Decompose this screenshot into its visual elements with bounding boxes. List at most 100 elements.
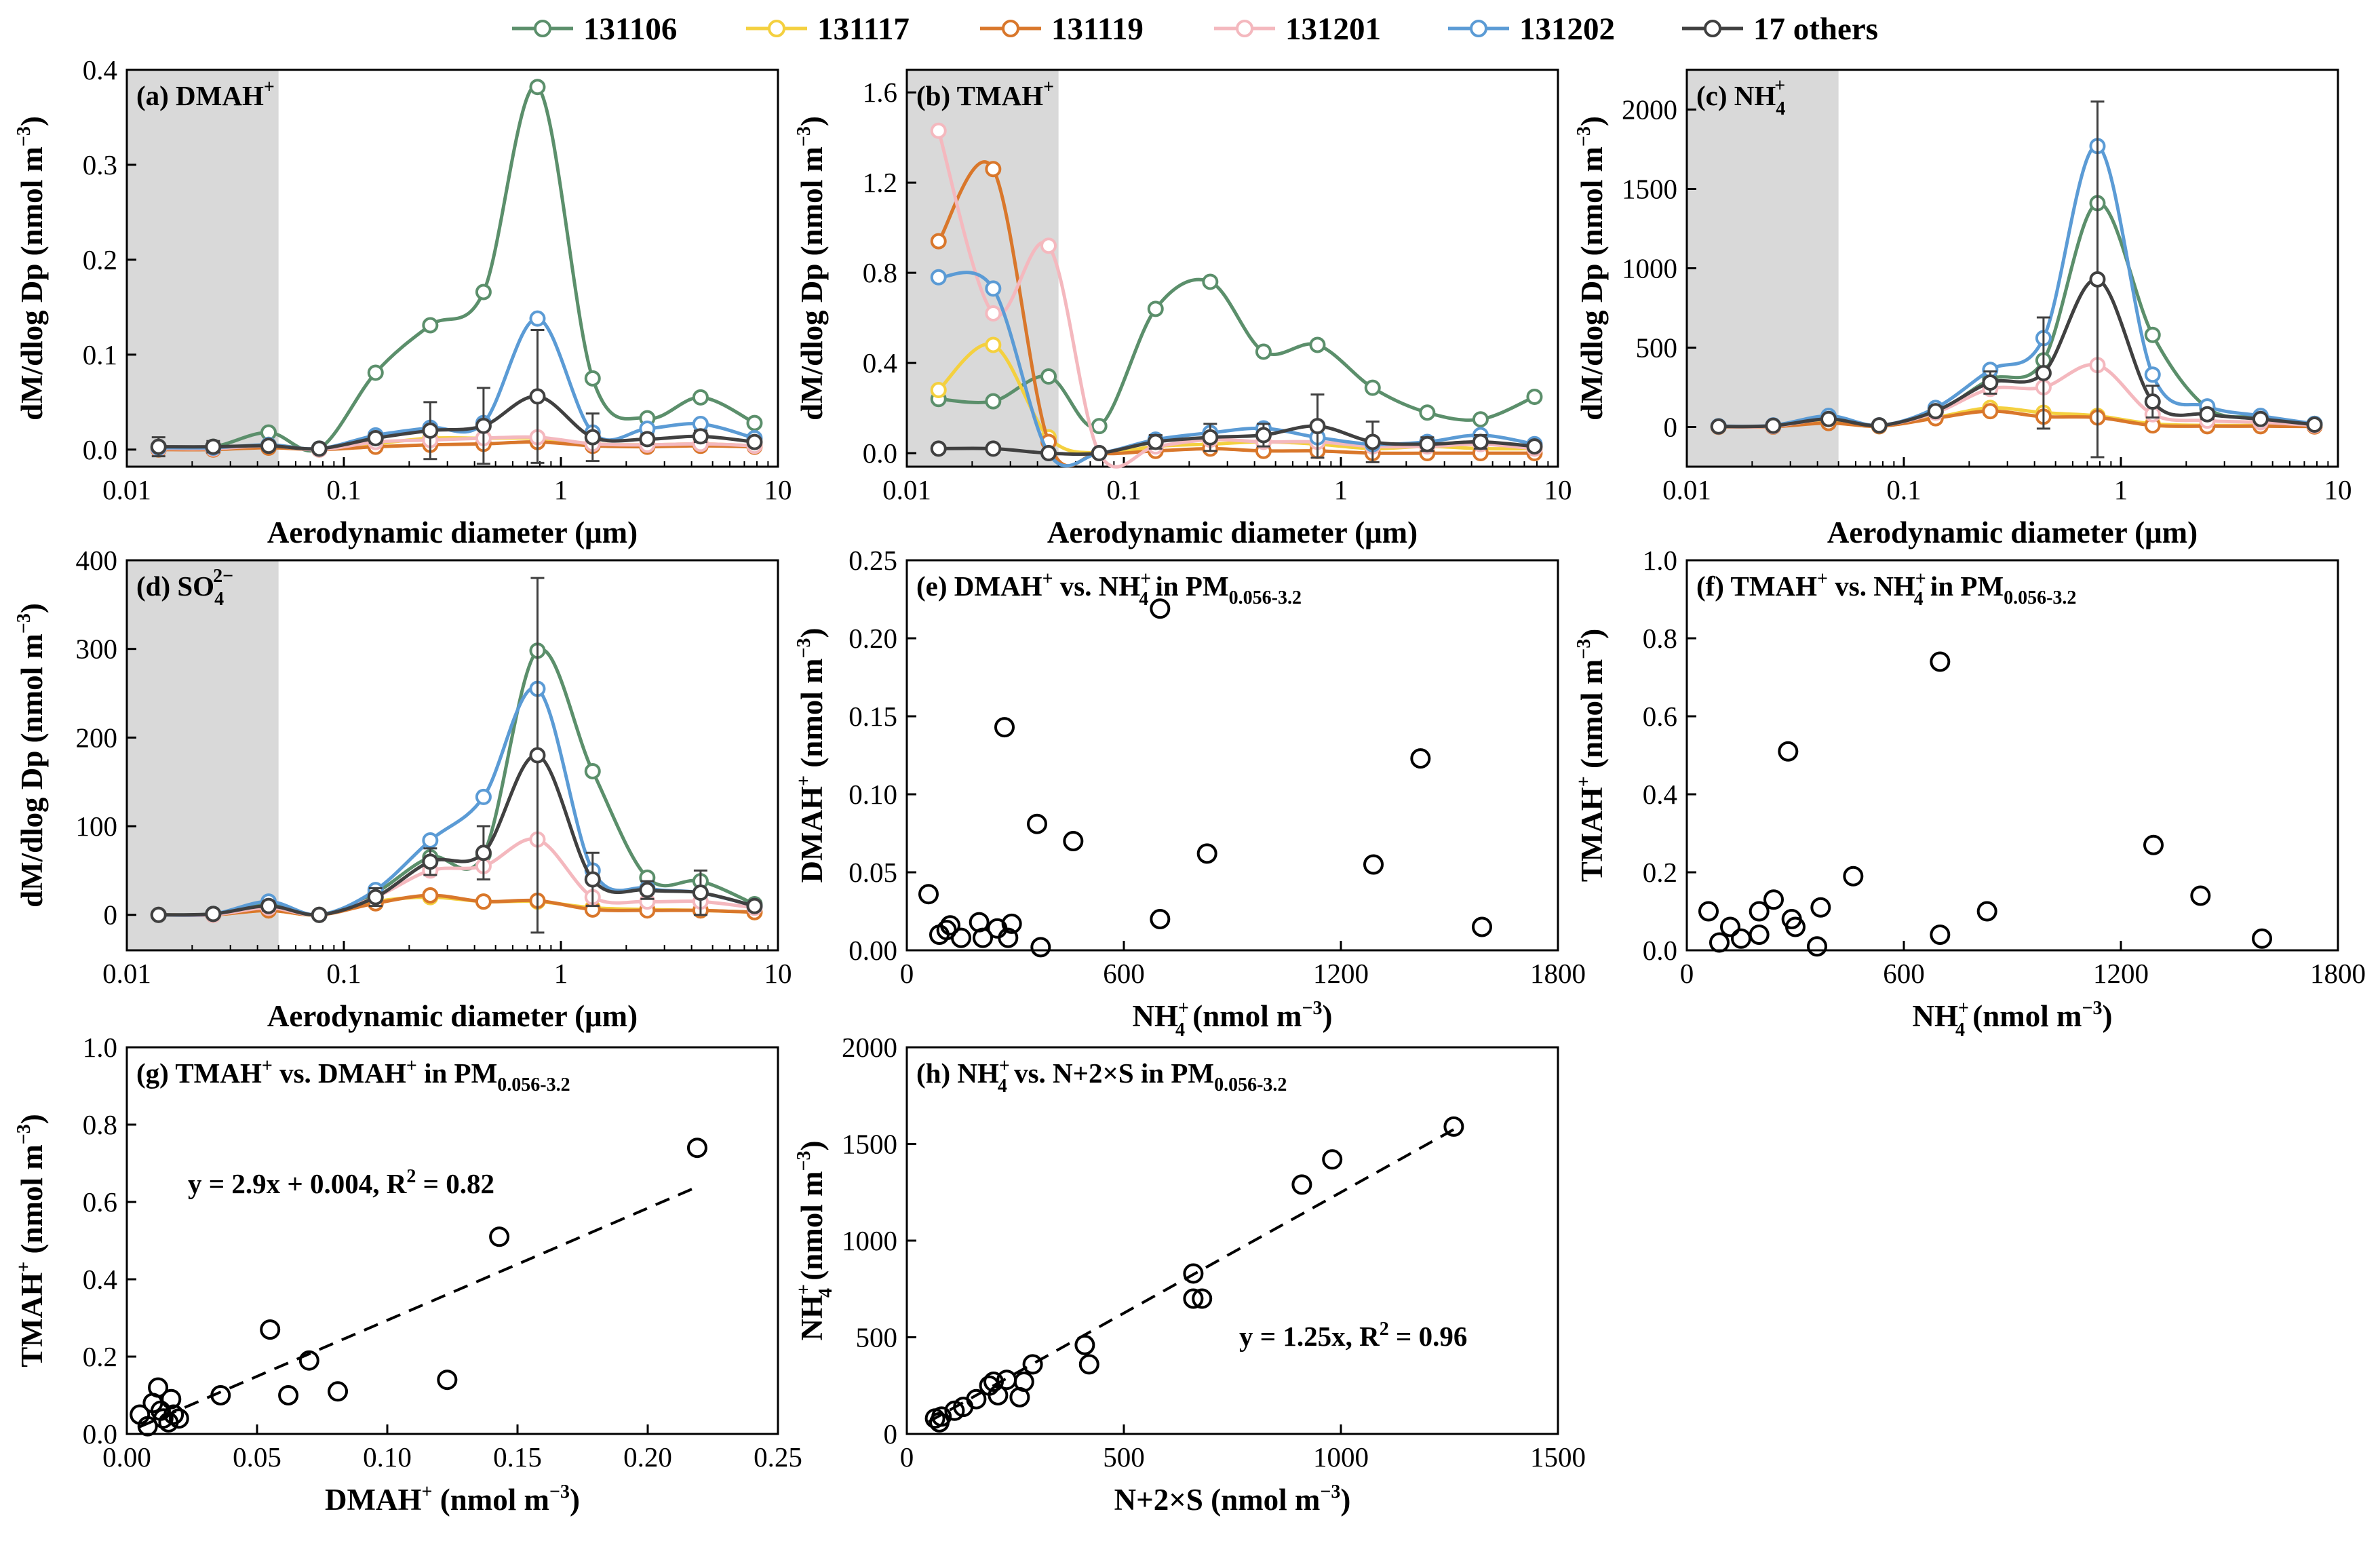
y-tick-label: 0.20 (848, 623, 897, 654)
data-point (205, 438, 222, 455)
scatter-point (1078, 1354, 1099, 1375)
scatter-point (1027, 813, 1047, 834)
panel-e: 0 600 1200 1800 0.00 0.05 0.10 0.15 0.20 0.25 NH+ 4… (794, 545, 1586, 1041)
y-tick-label: 0.8 (83, 1109, 117, 1140)
data-point (311, 906, 328, 923)
x-tick-label: 0 (1680, 958, 1694, 989)
data-point (2144, 393, 2161, 410)
x-tick-label: 600 (1103, 958, 1145, 989)
scatter-point (1763, 889, 1784, 910)
panel-title: (a) DMAH+ (136, 77, 275, 111)
y-tick-label: 0.4 (863, 347, 897, 378)
data-point (639, 882, 656, 899)
data-point (2144, 326, 2161, 343)
legend-label: 131202 (1519, 12, 1615, 47)
panel-title: (b) TMAH+ (916, 77, 1054, 111)
x-tick-label: 10 (2324, 474, 2352, 505)
x-tick-label: 0.01 (102, 474, 151, 505)
data-point (985, 305, 1002, 322)
series-17-others (150, 577, 763, 934)
data-point (692, 428, 709, 445)
series-17-others (930, 393, 1543, 463)
y-tick-label: 0.1 (83, 339, 117, 370)
plot-frame (125, 1046, 779, 1435)
data-point (930, 122, 947, 139)
legend-marker (534, 20, 551, 37)
scatter-point (163, 1404, 184, 1425)
scatter-point (1074, 1334, 1095, 1355)
legend-entry-131117: 131117 (746, 12, 910, 47)
scatter-point (1807, 936, 1827, 957)
y-axis-label: TMAH+ (nmol m−3) (1574, 629, 1609, 882)
data-point (1255, 427, 1272, 444)
y-tick-label: 0 (1664, 412, 1678, 443)
y-tick-label: 0.00 (848, 935, 897, 966)
legend-entry-131202: 131202 (1448, 12, 1615, 47)
y-axis-label: dM/dlog Dp (nmol m−3) (794, 116, 829, 421)
scatter-point (998, 927, 1019, 948)
y-tick-label: 400 (76, 545, 118, 576)
ultrafine-shading (127, 70, 279, 467)
data-point (1364, 379, 1381, 396)
fit-line (928, 1128, 1455, 1423)
series-17-others (1710, 100, 2323, 459)
scatter-point (1720, 916, 1740, 937)
y-tick-label: 1500 (842, 1129, 897, 1160)
data-point (930, 440, 947, 457)
legend-entry-17-others: 17 others (1682, 12, 1878, 47)
scatter-point (2143, 834, 2164, 855)
scatter-point (1150, 909, 1171, 929)
ultrafine-shading (907, 70, 1059, 467)
panel-title: (c) NH4+ (1696, 75, 1785, 119)
data-point (529, 388, 546, 405)
data-point (150, 438, 167, 455)
data-point (1309, 418, 1326, 435)
x-tick-label: 0.05 (233, 1441, 281, 1473)
y-tick-label: 500 (1636, 332, 1678, 364)
scatter-point (1183, 1263, 1204, 1284)
y-tick-label: 1.6 (863, 77, 897, 108)
x-tick-label: 0.10 (363, 1441, 412, 1473)
legend-entry-131201: 131201 (1214, 12, 1381, 47)
x-axis-label: Aerodynamic diameter (μm) (267, 999, 638, 1033)
y-tick-label: 0.2 (83, 1341, 117, 1372)
data-point (422, 317, 439, 334)
data-point (422, 887, 439, 904)
scatter-point (328, 1381, 349, 1402)
x-tick-label: 10 (764, 958, 792, 989)
data-point (475, 417, 492, 434)
scatter-point (1843, 866, 1864, 887)
y-tick-label: 0 (884, 1418, 898, 1450)
y-tick-label: 200 (76, 722, 118, 753)
ultrafine-shading (127, 560, 279, 950)
data-point (475, 893, 492, 910)
y-tick-label: 100 (76, 811, 118, 842)
data-point (1091, 418, 1108, 435)
y-tick-label: 0.0 (863, 438, 897, 469)
fit-line (139, 1184, 701, 1429)
y-tick-label: 2000 (842, 1032, 897, 1063)
y-axis-label: dM/dlog Dp (nmol m−3) (1574, 116, 1609, 421)
y-tick-label: 0.25 (848, 545, 897, 576)
scatter-point (973, 927, 993, 948)
x-tick-label: 1500 (1530, 1441, 1586, 1473)
scatter-point (161, 1388, 182, 1410)
data-point (1202, 273, 1219, 290)
data-point (2144, 366, 2161, 383)
y-tick-label: 0.4 (1643, 779, 1677, 810)
data-point (1526, 438, 1543, 455)
y-tick-label: 1.0 (83, 1032, 117, 1063)
data-point (475, 844, 492, 861)
data-point (985, 336, 1002, 353)
scatter-point (137, 1416, 158, 1437)
y-axis-label: DMAH+ (nmol m−3) (794, 628, 829, 883)
x-tick-label: 1200 (2093, 958, 2149, 989)
scatter-point (298, 1350, 319, 1371)
data-point (746, 897, 763, 914)
series-line (158, 84, 756, 453)
scatter-point (1013, 1372, 1034, 1393)
x-tick-label: 0.1 (326, 474, 361, 505)
data-point (529, 310, 546, 327)
y-tick-label: 0.0 (83, 434, 117, 465)
y-tick-label: 2000 (1622, 94, 1677, 125)
